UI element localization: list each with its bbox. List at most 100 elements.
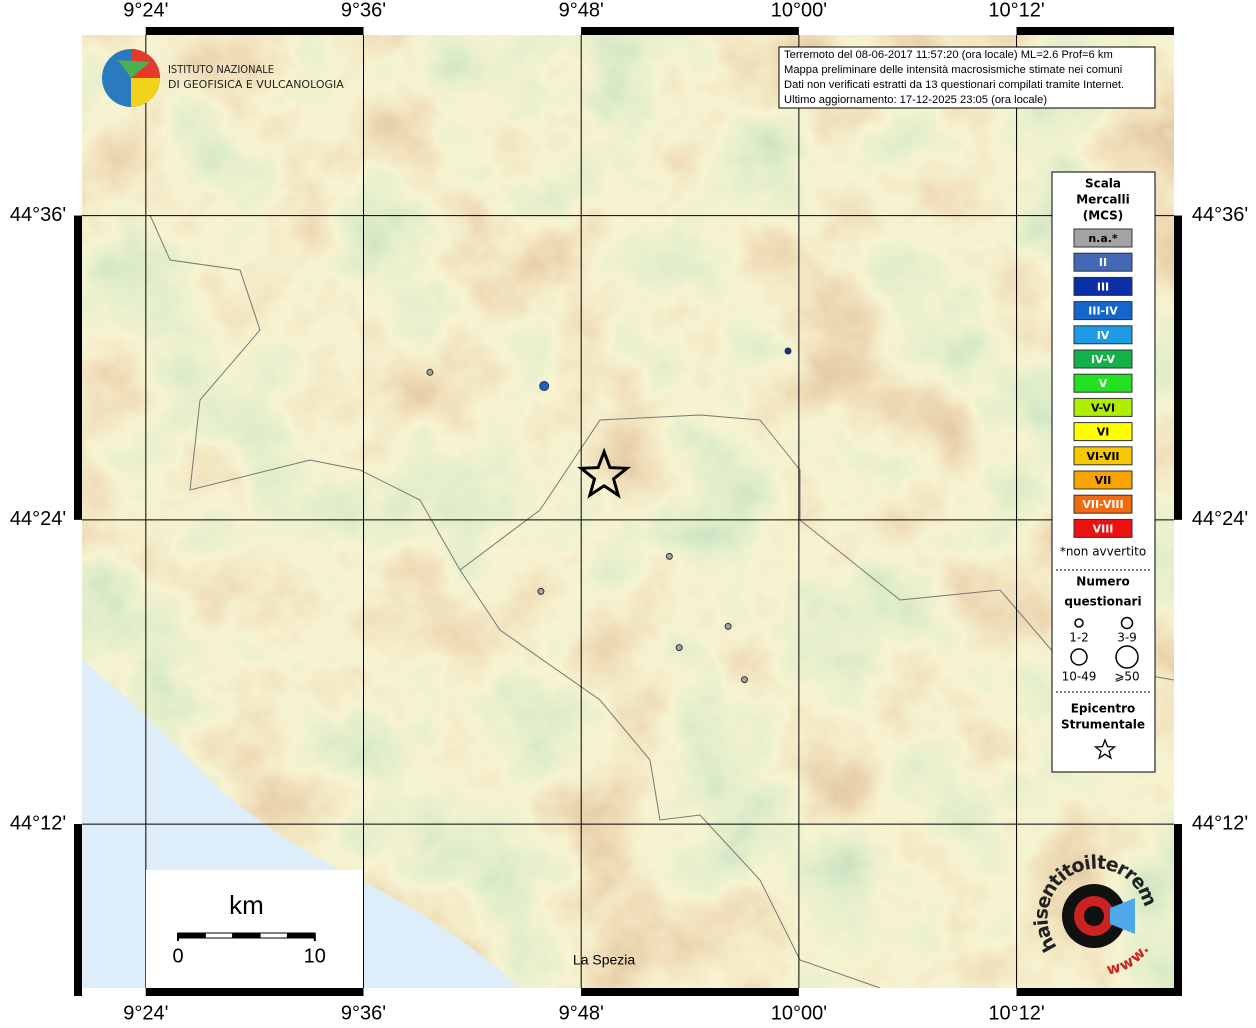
frame-bar [581,27,799,35]
lon-label: 9°36' [341,1002,386,1024]
intensity-point [537,587,545,595]
legend-size [1074,618,1084,628]
scale-unit: km [229,890,264,920]
frame-bar [363,27,582,35]
legend-label: III-IV [1088,305,1118,318]
legend-title: Mercalli [1076,193,1130,207]
lon-label: 10°12' [988,1002,1044,1024]
frame-bar [74,988,146,996]
frame-bar [74,215,82,520]
frame-bar [145,27,364,35]
legend-label: V [1099,377,1108,390]
ingv-logo-part [131,78,160,107]
legend-swatch [1073,373,1133,393]
frame-bar [798,27,1017,35]
legend-swatch [1073,349,1133,369]
frame-bar [74,519,82,825]
intensity-point [426,368,434,376]
legend-swatch [1073,446,1133,466]
legend-footnote: *non avvertito [1060,545,1146,559]
frame-bar [798,988,1017,996]
info-line: Ultimo aggiornamento: 17-12-2025 23:05 (… [784,94,1047,106]
legend-label: IV [1097,329,1110,342]
scale-segment [259,932,288,939]
scale-segment [204,932,234,939]
lon-label: 9°24' [123,0,168,21]
legend-epicenter [1093,738,1117,760]
lon-label: 10°00' [771,1002,827,1024]
legend-label: V-VI [1091,401,1115,414]
scale-segment [286,932,316,939]
lon-label: 10°00' [771,0,827,21]
legend-size [1120,616,1134,630]
legend-swatch [1073,518,1133,538]
frame-bar [1174,215,1182,520]
lon-label: 9°48' [559,1002,604,1024]
intensity-point [665,552,673,560]
legend-size-label: ⩾50 [1114,670,1139,684]
frame-bar [1174,824,1182,996]
legend-swatch [1073,397,1133,417]
legend-title: (MCS) [1083,209,1124,223]
legend-label: n.a.* [1088,232,1118,245]
legend-label: IV-V [1091,353,1116,366]
legend-title: Numero [1076,575,1129,589]
info-line: Terremoto del 08-06-2017 11:57:20 (ora l… [784,49,1113,61]
admin-border [459,569,881,988]
lon-label: 9°48' [559,0,604,21]
lon-label: 9°36' [341,0,386,21]
frame-bar [74,824,82,996]
scale-label: 0 [172,945,183,967]
legend-label: VIII [1093,522,1114,535]
legend-swatch [1073,228,1133,248]
lat-label: 44°36' [10,204,66,226]
legend-size [1070,648,1088,666]
intensity-point [784,347,792,355]
legend-label: VII-VIII [1082,498,1123,511]
scale-panel [146,870,363,988]
intensity-point [740,676,748,684]
frame-bar [74,27,82,216]
institute-name: ISTITUTO NAZIONALE [168,63,274,76]
legend-swatch [1073,422,1133,442]
legend-swatch [1073,276,1133,296]
lon-label: 9°24' [123,1002,168,1024]
map-area [82,35,1174,988]
frame-bar [74,27,146,35]
frame-bar [145,988,364,996]
lat-label: 44°12' [10,812,66,834]
legend-size-label: 3-9 [1117,631,1137,645]
frame-bar [1016,27,1182,35]
ingv-logo-part [118,60,150,78]
legend-title: Strumentale [1061,718,1145,732]
info-line: Dati non verificati estratti da 13 quest… [784,79,1124,91]
legend-label: III [1097,280,1109,293]
frame-bar [581,988,799,996]
intensity-point [675,644,683,652]
legend-swatch [1073,301,1133,321]
scale-label: 10 [304,945,326,967]
legend-title: Epicentro [1071,702,1136,716]
frame-bar [363,988,582,996]
legend-label: II [1099,256,1107,269]
legend-swatch [1073,252,1133,272]
epicenter [577,447,631,499]
legend-label: VI-VII [1086,450,1119,463]
lat-label: 44°24' [1192,508,1248,530]
legend-size-label: 1-2 [1069,631,1089,645]
logo-target [1084,906,1104,926]
info-box [778,46,1156,109]
legend-swatch [1073,494,1133,514]
admin-border [149,214,1174,681]
frame-bar [1016,988,1182,996]
legend-label: VII [1095,474,1112,487]
institute-name: DI GEOFISICA E VULCANOLOGIA [168,78,344,91]
intensity-point [539,381,550,392]
lat-label: 44°36' [1192,204,1248,226]
scale-segment [232,932,261,939]
legend-label: VI [1097,426,1110,439]
legend-size-label: 10-49 [1062,670,1097,684]
place-label: La Spezia [573,952,635,968]
intensity-point [724,622,732,630]
